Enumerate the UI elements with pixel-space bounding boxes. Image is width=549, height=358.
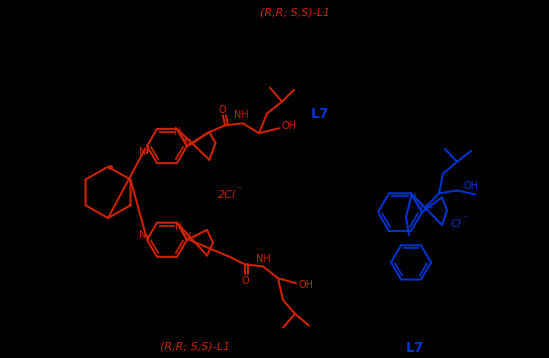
Text: (R,R; S,S)-L1: (R,R; S,S)-L1 (160, 342, 230, 352)
Text: (R,R; S,S)-L1: (R,R; S,S)-L1 (260, 8, 330, 18)
Text: Cl: Cl (451, 219, 462, 229)
Text: N: N (184, 138, 192, 148)
Text: NH: NH (234, 111, 248, 120)
Text: ⁻: ⁻ (462, 214, 467, 224)
Text: OH: OH (282, 121, 296, 131)
Text: N: N (175, 222, 183, 232)
Text: L7: L7 (311, 107, 329, 121)
Text: O: O (218, 105, 226, 115)
Text: OH: OH (299, 280, 313, 290)
Text: +: + (427, 205, 433, 211)
Text: N: N (410, 193, 417, 203)
Text: N: N (184, 232, 192, 242)
Text: ⁻: ⁻ (236, 185, 241, 195)
Text: +: + (191, 234, 197, 240)
Text: N: N (139, 147, 147, 157)
Text: NH: NH (256, 253, 270, 263)
Text: N: N (139, 230, 147, 240)
Text: OH: OH (463, 182, 479, 192)
Text: +: + (190, 140, 196, 146)
Text: 2Cl: 2Cl (218, 190, 236, 200)
Text: N: N (421, 203, 428, 213)
Text: L7: L7 (406, 342, 424, 355)
Text: N: N (175, 127, 182, 137)
Text: O: O (241, 276, 249, 286)
